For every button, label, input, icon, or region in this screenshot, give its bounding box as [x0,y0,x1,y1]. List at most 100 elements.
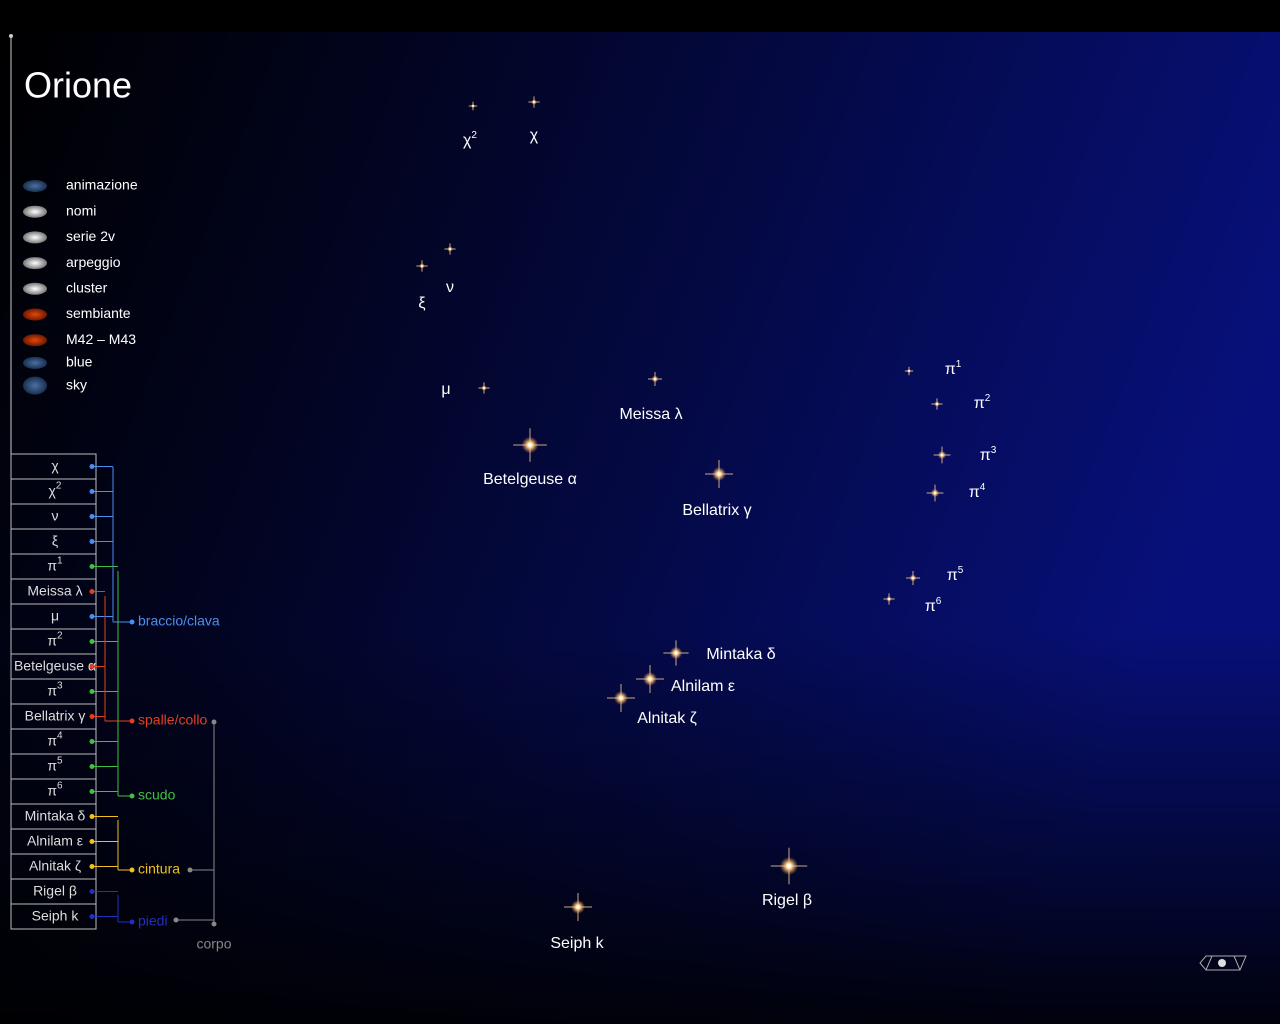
star[interactable] [444,243,456,255]
star[interactable] [648,372,662,386]
map-label[interactable]: Seiph k [550,935,604,952]
menu-bullet[interactable] [23,308,47,321]
star[interactable] [528,96,540,108]
list-label[interactable]: χ [51,457,59,473]
list-label[interactable]: Bellatrix γ [25,707,86,723]
star-sup: 3 [991,445,997,456]
star[interactable] [468,101,478,111]
list-dot [89,889,95,894]
menu-bullet[interactable] [23,231,47,244]
menu-bullet[interactable] [23,334,47,347]
nav-control[interactable] [1199,955,1247,971]
star[interactable] [770,847,808,885]
menu-item[interactable]: cluster [66,280,108,296]
map-label[interactable]: Alnilam ε [671,678,735,695]
menu-item[interactable]: animazione [66,177,138,193]
menu-bullet[interactable] [23,282,47,295]
menu-item[interactable]: sky [66,376,87,392]
list-dot [89,639,95,644]
map-label[interactable]: Mintaka δ [706,646,775,663]
group-label[interactable]: corpo [196,936,231,952]
menu-bullet[interactable] [23,376,47,395]
list-label[interactable]: χ2 [49,480,62,498]
list-label[interactable]: Meissa λ [27,582,82,598]
star[interactable] [607,684,635,712]
list-dot [89,914,95,919]
star[interactable] [883,593,895,605]
star-name: χ [530,127,539,144]
menu-bullet[interactable] [23,356,47,369]
map-label[interactable]: π1 [945,359,962,379]
list-dot [89,464,95,469]
star-name: χ [49,482,57,498]
star-core [654,378,656,380]
star[interactable] [636,665,664,693]
map-label[interactable]: Betelgeuse α [483,471,577,488]
group-label[interactable]: cintura [138,861,180,877]
menu-item[interactable]: sembiante [66,305,131,321]
star[interactable] [705,460,733,488]
list-label[interactable]: μ [51,607,59,623]
star-core [888,598,890,600]
list-label[interactable]: Alnilam ε [27,832,83,848]
map-label[interactable]: Rigel β [762,892,812,909]
map-label[interactable]: χ2 [463,130,477,150]
star[interactable] [663,640,689,666]
group-label[interactable]: scudo [138,787,176,803]
list-label[interactable]: Betelgeuse α [14,657,96,673]
list-label[interactable]: π2 [47,630,63,648]
menu-item[interactable]: nomi [66,202,96,218]
menu-item[interactable]: M42 – M43 [66,331,136,347]
star-name: Betelgeuse α [483,471,577,488]
group-dot [211,921,217,927]
star-name: ξ [52,532,58,548]
star[interactable] [933,446,951,464]
map-label[interactable]: π3 [980,445,997,465]
list-label[interactable]: ξ [52,532,58,548]
list-label[interactable]: π6 [47,780,63,798]
group-label[interactable]: piedi [138,913,168,929]
group-label[interactable]: braccio/clava [138,613,220,629]
group-dot [173,917,179,923]
list-label[interactable]: ν [52,507,59,523]
star[interactable] [478,382,490,394]
list-label[interactable]: π4 [47,730,63,748]
list-dot [89,689,95,694]
list-label[interactable]: Alnitak ζ [29,857,81,873]
menu-bullet[interactable] [23,180,47,192]
map-label[interactable]: μ [441,381,450,398]
map-label[interactable]: Bellatrix γ [682,502,751,519]
menu-item[interactable]: serie 2v [66,228,115,244]
list-label[interactable]: Mintaka δ [25,807,86,823]
star-name: Bellatrix γ [25,707,86,723]
map-label[interactable]: π5 [947,565,964,585]
menu-bullet[interactable] [23,205,47,218]
map-label[interactable]: π4 [969,482,986,502]
list-label[interactable]: Rigel β [33,882,77,898]
star[interactable] [904,366,914,376]
map-label[interactable]: π2 [974,393,991,413]
map-label[interactable]: ξ [418,295,425,312]
star-core [449,248,451,250]
list-label[interactable]: π5 [47,755,63,773]
list-label[interactable]: Seiph k [32,907,80,923]
star[interactable] [906,571,920,585]
list-label[interactable]: π3 [47,680,63,698]
map-label[interactable]: χ [530,127,539,144]
star[interactable] [416,260,428,272]
map-label[interactable]: ν [446,279,454,296]
menu-bullet[interactable] [23,257,47,270]
menu-item[interactable]: arpeggio [66,254,121,270]
star-name: χ [51,457,59,473]
map-label[interactable]: Alnitak ζ [637,710,697,727]
map-label[interactable]: Meissa λ [619,406,682,423]
star[interactable] [564,893,592,921]
group-label[interactable]: spalle/collo [138,712,207,728]
list-label[interactable]: π1 [47,555,63,573]
star[interactable] [926,484,944,502]
star-name: π [47,757,57,773]
map-label[interactable]: π6 [925,596,942,616]
star[interactable] [513,428,547,462]
star[interactable] [931,398,943,410]
menu-item[interactable]: blue [66,354,93,370]
